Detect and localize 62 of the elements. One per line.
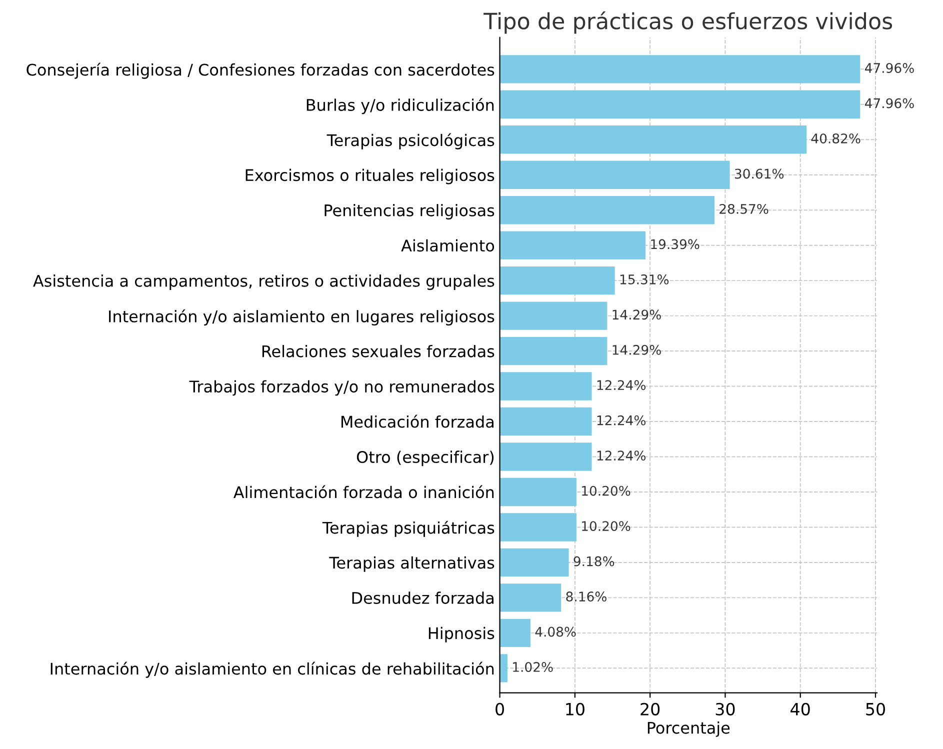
- y-tick-label: Exorcismos o rituales religiosos: [246, 168, 494, 184]
- data-label: 47.96%: [864, 98, 914, 108]
- bar: [500, 90, 860, 118]
- y-tick-label: Internación y/o aislamiento en clínicas de rehabilitación: [50, 662, 494, 678]
- x-tick-label: 30: [716, 702, 735, 716]
- bar: [500, 336, 608, 366]
- data-label: 28.57%: [720, 204, 768, 214]
- bar: [500, 266, 615, 295]
- chart-title: Tipo de prácticas o esfuerzos vividos: [484, 11, 892, 34]
- data-label: 1.02%: [513, 662, 553, 672]
- bar: [500, 442, 592, 471]
- y-tick-label: Consejería religiosa / Confesiones forzadas con sacerdotes: [26, 62, 494, 79]
- data-label: 8.16%: [566, 592, 606, 602]
- data-label: 12.24%: [597, 415, 646, 426]
- bar: [500, 548, 569, 577]
- y-tick-label: Alimentación forzada o inanición: [233, 485, 494, 498]
- bar: [500, 407, 592, 436]
- data-label: 10.20%: [582, 486, 630, 496]
- y-tick-label: Trabajos forzados y/o no remunerados: [189, 380, 494, 396]
- y-tick-label: Desnudez forzada: [352, 592, 494, 604]
- y-tick-label: Terapias psiquiátricas: [322, 520, 494, 537]
- y-tick-label: Otro (especificar): [356, 450, 494, 466]
- y-tick-label: Hipnosis: [428, 626, 494, 642]
- y-tick-label: Terapias psicológicas: [326, 133, 494, 150]
- bar: [500, 160, 730, 189]
- data-label: 14.29%: [612, 310, 661, 320]
- x-tick-label: 20: [640, 702, 660, 716]
- data-label: 12.24%: [597, 380, 646, 390]
- y-tick-label: Aislamiento: [401, 239, 494, 252]
- bar: [500, 231, 646, 260]
- bar: [500, 196, 714, 224]
- bar: [500, 513, 576, 542]
- data-label: 12.24%: [597, 450, 646, 461]
- data-label: 19.39%: [651, 239, 700, 250]
- x-tick-label: 50: [866, 702, 885, 716]
- y-tick-label: Burlas y/o ridiculización: [306, 98, 494, 114]
- data-label: 40.82%: [811, 133, 860, 144]
- y-tick-label: Penitencias religiosas: [324, 204, 494, 220]
- bar: [500, 302, 608, 330]
- x-tick-label: 0: [496, 702, 504, 716]
- data-label: 14.29%: [612, 344, 661, 355]
- y-tick-label: Relaciones sexuales forzadas: [262, 344, 494, 358]
- x-tick-label: 40: [790, 702, 810, 716]
- bar: [500, 618, 530, 648]
- y-tick-label: Internación y/o aislamiento en lugares religiosos: [109, 309, 494, 326]
- data-label: 47.96%: [864, 63, 914, 73]
- bar: [500, 478, 576, 506]
- x-tick-label: 10: [566, 702, 584, 716]
- bar: [500, 126, 807, 154]
- y-tick-label: Terapias alternativas: [329, 556, 494, 572]
- x-axis-title: Porcentaje: [648, 721, 730, 737]
- data-label: 15.31%: [620, 274, 669, 284]
- bar: [500, 584, 562, 612]
- data-label: 9.18%: [574, 556, 614, 566]
- bar: [500, 372, 592, 400]
- bar: [500, 55, 860, 84]
- data-label: 4.08%: [535, 626, 576, 637]
- bar: [500, 654, 508, 682]
- data-label: 10.20%: [582, 521, 630, 532]
- y-tick-label: Asistencia a campamentos, retiros o actividades grupales: [33, 274, 494, 290]
- data-label: 30.61%: [734, 168, 784, 179]
- y-tick-label: Medicación forzada: [341, 414, 494, 428]
